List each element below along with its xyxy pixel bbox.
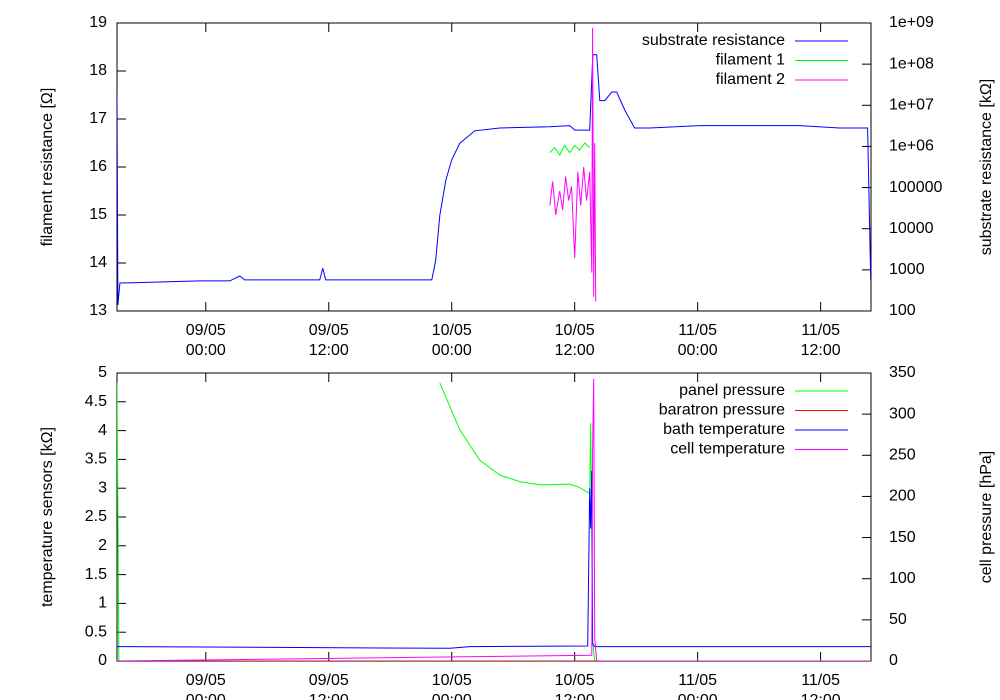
y-tick-label: 14 [89, 254, 107, 271]
legend-label: filament 1 [716, 52, 785, 69]
y2-tick-label: 1e+06 [889, 138, 934, 155]
legend-label: filament 2 [716, 71, 785, 88]
y2-axis-label: substrate resistance [kΩ] [978, 79, 995, 255]
y2-tick-label: 1e+09 [889, 14, 934, 31]
y-tick-label: 5 [98, 364, 107, 381]
y2-tick-label: 50 [889, 611, 907, 628]
legend-label: bath temperature [663, 421, 785, 438]
y-axis-label: filament resistance [Ω] [39, 88, 56, 247]
legend-label: panel pressure [679, 382, 785, 399]
y-tick-label: 0 [98, 652, 107, 669]
series-group [117, 27, 871, 306]
y-tick-label: 0.5 [85, 623, 107, 640]
series-line [117, 378, 871, 661]
y-tick-label: 4.5 [85, 393, 107, 410]
y-tick-label: 3.5 [85, 451, 107, 468]
series-group [117, 378, 871, 661]
series-line [117, 54, 871, 306]
y-tick-label: 17 [89, 110, 107, 127]
y-tick-label: 1.5 [85, 566, 107, 583]
y2-tick-label: 100 [889, 302, 916, 319]
y-tick-label: 18 [89, 62, 107, 79]
legend-label: cell temperature [670, 441, 785, 458]
y2-tick-label: 100 [889, 570, 916, 587]
series-line [549, 27, 597, 302]
y-tick-label: 13 [89, 302, 107, 319]
y2-tick-label: 10000 [889, 220, 934, 237]
y-tick-label: 3 [98, 479, 107, 496]
y2-tick-label: 300 [889, 405, 916, 422]
y-tick-label: 15 [89, 206, 107, 223]
y2-tick-label: 1e+07 [889, 97, 934, 114]
series-line [117, 470, 871, 649]
y2-tick-label: 200 [889, 488, 916, 505]
y2-tick-label: 0 [889, 652, 898, 669]
y-axis-label: temperature sensors [kΩ] [39, 427, 56, 607]
y2-tick-label: 250 [889, 447, 916, 464]
legend-label: baratron pressure [659, 402, 785, 419]
y2-tick-label: 1e+08 [889, 55, 934, 72]
y2-tick-label: 100000 [889, 179, 942, 196]
y2-tick-label: 1000 [889, 261, 925, 278]
y-tick-label: 2 [98, 537, 107, 554]
series-line [549, 142, 591, 156]
y-tick-label: 4 [98, 422, 107, 439]
y-tick-label: 1 [98, 595, 107, 612]
y2-tick-label: 150 [889, 529, 916, 546]
y2-axis-label: cell pressure [hPa] [978, 451, 995, 584]
y-tick-label: 19 [89, 14, 107, 31]
y-tick-label: 2.5 [85, 508, 107, 525]
legend-label: substrate resistance [642, 32, 785, 49]
y-tick-label: 16 [89, 158, 107, 175]
y2-tick-label: 350 [889, 364, 916, 381]
